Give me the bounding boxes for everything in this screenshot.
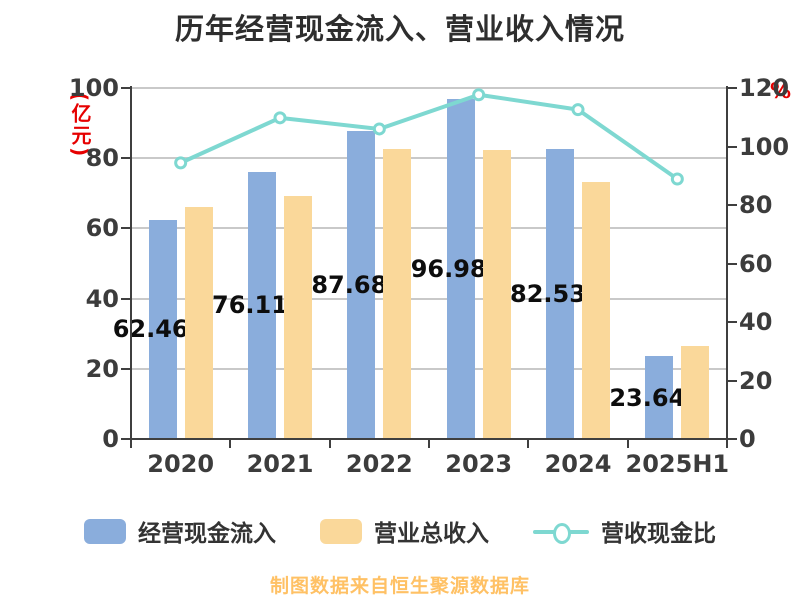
chart-title: 历年经营现金流入、营业收入情况 — [174, 12, 625, 46]
left-tick-60 — [121, 227, 131, 230]
ratio-line-swatch-icon — [533, 519, 589, 544]
right-tick-label-80: 80 — [739, 191, 773, 219]
gridline-20 — [131, 367, 727, 370]
x-tick-0 — [130, 439, 132, 448]
left-tick-label-40: 40 — [85, 284, 119, 313]
gridline-100 — [131, 87, 727, 89]
ratio-point-2022 — [372, 122, 386, 136]
ratio-marker-icon — [553, 522, 571, 544]
left-tick-label-60: 60 — [85, 214, 119, 243]
left-tick-0 — [121, 438, 131, 440]
left-tick-label-80: 80 — [85, 144, 119, 173]
x-axis-label-2021: 2021 — [246, 450, 314, 478]
revenue-bar-2024 — [582, 181, 610, 439]
x-tick-4 — [527, 439, 530, 448]
right-tick-120 — [727, 87, 737, 89]
gridline-40 — [131, 297, 727, 300]
bottom-axis-line — [130, 438, 728, 440]
left-tick-20 — [121, 367, 131, 370]
footer-text: 制图数据来自恒生聚源数据库 — [269, 575, 530, 597]
revenue-bar-2025H1 — [681, 345, 710, 439]
plot-area: 0 20 40 60 80 100 0 20 40 60 80 100 120 62.46亿 2020 76.… — [69, 75, 789, 478]
right-axis-line — [726, 86, 728, 441]
right-tick-label-0: 0 — [739, 425, 756, 453]
right-tick-label-60: 60 — [739, 249, 773, 278]
right-tick-label-40: 40 — [739, 308, 773, 336]
left-tick-40 — [121, 297, 131, 300]
ratio-line — [179, 92, 679, 181]
left-tick-80 — [121, 157, 131, 160]
gridline-60 — [131, 227, 727, 230]
right-tick-40 — [727, 321, 737, 323]
x-tick-1 — [229, 439, 232, 448]
right-tick-label-100: 100 — [739, 132, 790, 161]
right-tick-100 — [727, 145, 737, 148]
legend: 经营现金流入 营业总收入 营收现金比 — [0, 514, 800, 548]
legend-item-revenue: 营业总收入 — [320, 514, 489, 548]
x-axis-label-2025H1: 2025H1 — [625, 450, 730, 478]
cash-inflow-swatch-icon — [84, 518, 126, 544]
legend-label-ratio: 营收现金比 — [601, 521, 716, 547]
right-tick-0 — [727, 438, 737, 440]
revenue-bar-2021 — [284, 195, 312, 439]
right-tick-20 — [727, 379, 737, 382]
ratio-point-2020 — [174, 156, 188, 170]
left-tick-label-20: 20 — [85, 354, 119, 383]
x-tick-3 — [428, 439, 430, 448]
legend-item-ratio: 营收现金比 — [533, 514, 716, 548]
revenue-swatch-icon — [320, 518, 362, 544]
cash-inflow-bar-2020 — [148, 219, 177, 439]
x-axis-label-2022: 2022 — [345, 450, 413, 478]
ratio-point-2021 — [273, 111, 287, 125]
revenue-bar-2020 — [184, 206, 213, 439]
right-axis-unit-label: % — [770, 79, 792, 103]
left-tick-100 — [121, 87, 131, 89]
revenue-bar-2022 — [383, 148, 412, 439]
cash-inflow-bar-2022 — [347, 131, 376, 439]
gridline-80 — [131, 157, 727, 160]
revenue-bar-2023 — [482, 149, 511, 439]
left-tick-label-0: 0 — [102, 425, 119, 453]
right-tick-60 — [727, 262, 737, 265]
cash-inflow-bar-2024 — [546, 149, 574, 439]
x-axis-label-2024: 2024 — [544, 450, 612, 478]
left-tick-label-100: 100 — [68, 74, 119, 102]
legend-item-cash-inflow: 经营现金流入 — [84, 514, 276, 548]
x-tick-6 — [726, 439, 728, 448]
left-axis-unit-label: (亿元) — [68, 92, 92, 159]
x-tick-2 — [328, 439, 331, 448]
right-tick-label-120: 120 — [739, 74, 790, 102]
right-tick-80 — [727, 204, 737, 206]
x-axis-label-2023: 2023 — [445, 450, 513, 478]
x-tick-5 — [626, 439, 629, 448]
ratio-point-2025H1 — [670, 172, 684, 186]
left-axis-line — [130, 86, 132, 441]
x-axis-label-2020: 2020 — [147, 450, 215, 478]
cash-inflow-bar-2021 — [248, 171, 276, 439]
legend-label-revenue: 营业总收入 — [374, 521, 489, 547]
cash-inflow-bar-2025H1 — [645, 356, 674, 439]
right-tick-label-20: 20 — [739, 366, 773, 395]
legend-label-cash-inflow: 经营现金流入 — [138, 521, 276, 547]
ratio-point-2024 — [571, 103, 585, 117]
ratio-point-2023 — [472, 88, 486, 102]
